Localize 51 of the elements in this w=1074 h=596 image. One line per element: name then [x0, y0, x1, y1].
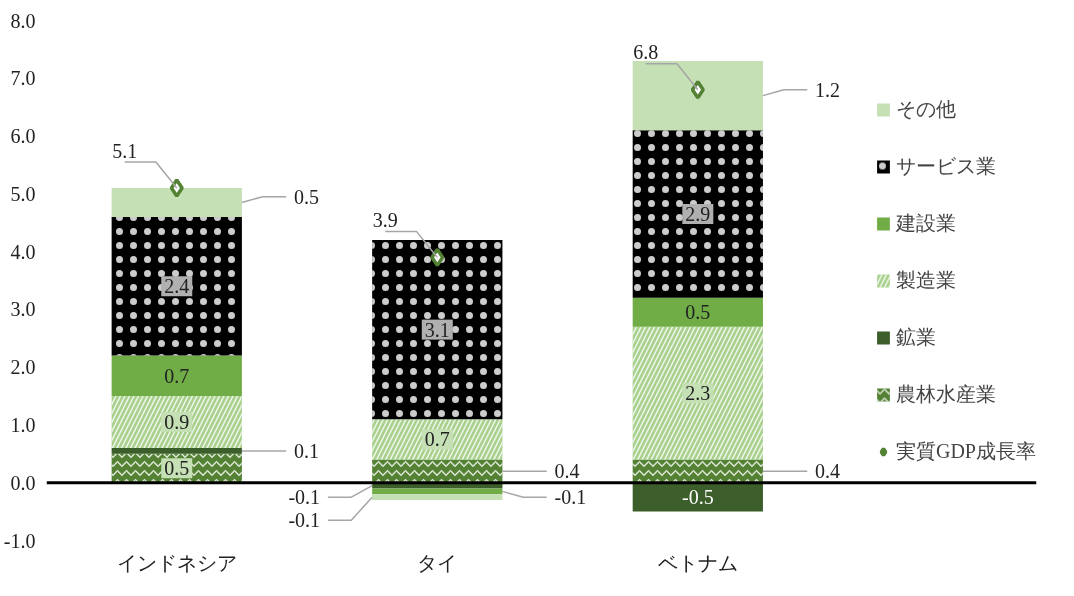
y-tick-label: 7.0 [10, 67, 36, 90]
legend-label: 建設業 [895, 210, 956, 236]
bar [632, 482, 763, 512]
bar [111, 355, 242, 397]
y-tick-label: 3.0 [10, 298, 36, 321]
legend-label: 製造業 [895, 267, 956, 293]
data-label: 0.5 [685, 301, 711, 324]
data-label: 0.9 [164, 411, 190, 434]
bar [632, 297, 763, 327]
data-label: 0.7 [424, 428, 450, 451]
data-label: 2.9 [685, 203, 711, 226]
y-tick-label: 2.0 [10, 356, 36, 379]
y-tick-label: 1.0 [10, 413, 36, 436]
point [690, 80, 705, 100]
data-label: 6.8 [633, 41, 659, 64]
y-tick-label: 0.0 [10, 471, 36, 494]
y-tick-label: 4.0 [10, 240, 36, 263]
legend-label: 鉱業 [895, 324, 936, 350]
data-label: 0.7 [164, 364, 190, 387]
data-label: 0.4 [554, 460, 580, 483]
legend-label: サービス業 [895, 153, 996, 179]
point [430, 247, 445, 268]
x-tick-label: タイ [417, 551, 458, 574]
y-tick-label: 5.0 [10, 182, 36, 205]
legend-label: 実質GDP成長率 [895, 438, 1036, 464]
x-tick-label: ベトナム [657, 551, 738, 574]
bar [111, 188, 242, 217]
y-tick-label: -1.0 [3, 529, 36, 552]
data-label: -0.5 [681, 486, 714, 509]
legend-label: 農林水産業 [895, 381, 996, 407]
y-tick-label: 6.0 [10, 125, 36, 148]
bar [632, 60, 763, 131]
bar [372, 494, 503, 501]
data-label: -0.1 [288, 486, 321, 509]
y-tick-label: 8.0 [10, 9, 36, 32]
data-label: 3.9 [372, 208, 398, 231]
data-label: 0.5 [294, 185, 319, 208]
point [169, 178, 184, 198]
data-label: -0.1 [288, 509, 321, 532]
data-label: 3.1 [424, 318, 450, 341]
x-tick-label: インドネシア [116, 551, 237, 574]
data-label: 0.5 [164, 457, 190, 480]
data-label: 1.2 [815, 78, 841, 101]
data-label: 2.3 [685, 382, 711, 405]
data-label: 0.4 [815, 460, 841, 483]
bar [111, 448, 242, 454]
data-label: 5.1 [112, 139, 138, 162]
data-label: 0.1 [294, 439, 319, 462]
data-label: -0.1 [554, 486, 587, 509]
legend-label: その他 [895, 96, 956, 122]
data-label: 2.4 [164, 275, 190, 298]
